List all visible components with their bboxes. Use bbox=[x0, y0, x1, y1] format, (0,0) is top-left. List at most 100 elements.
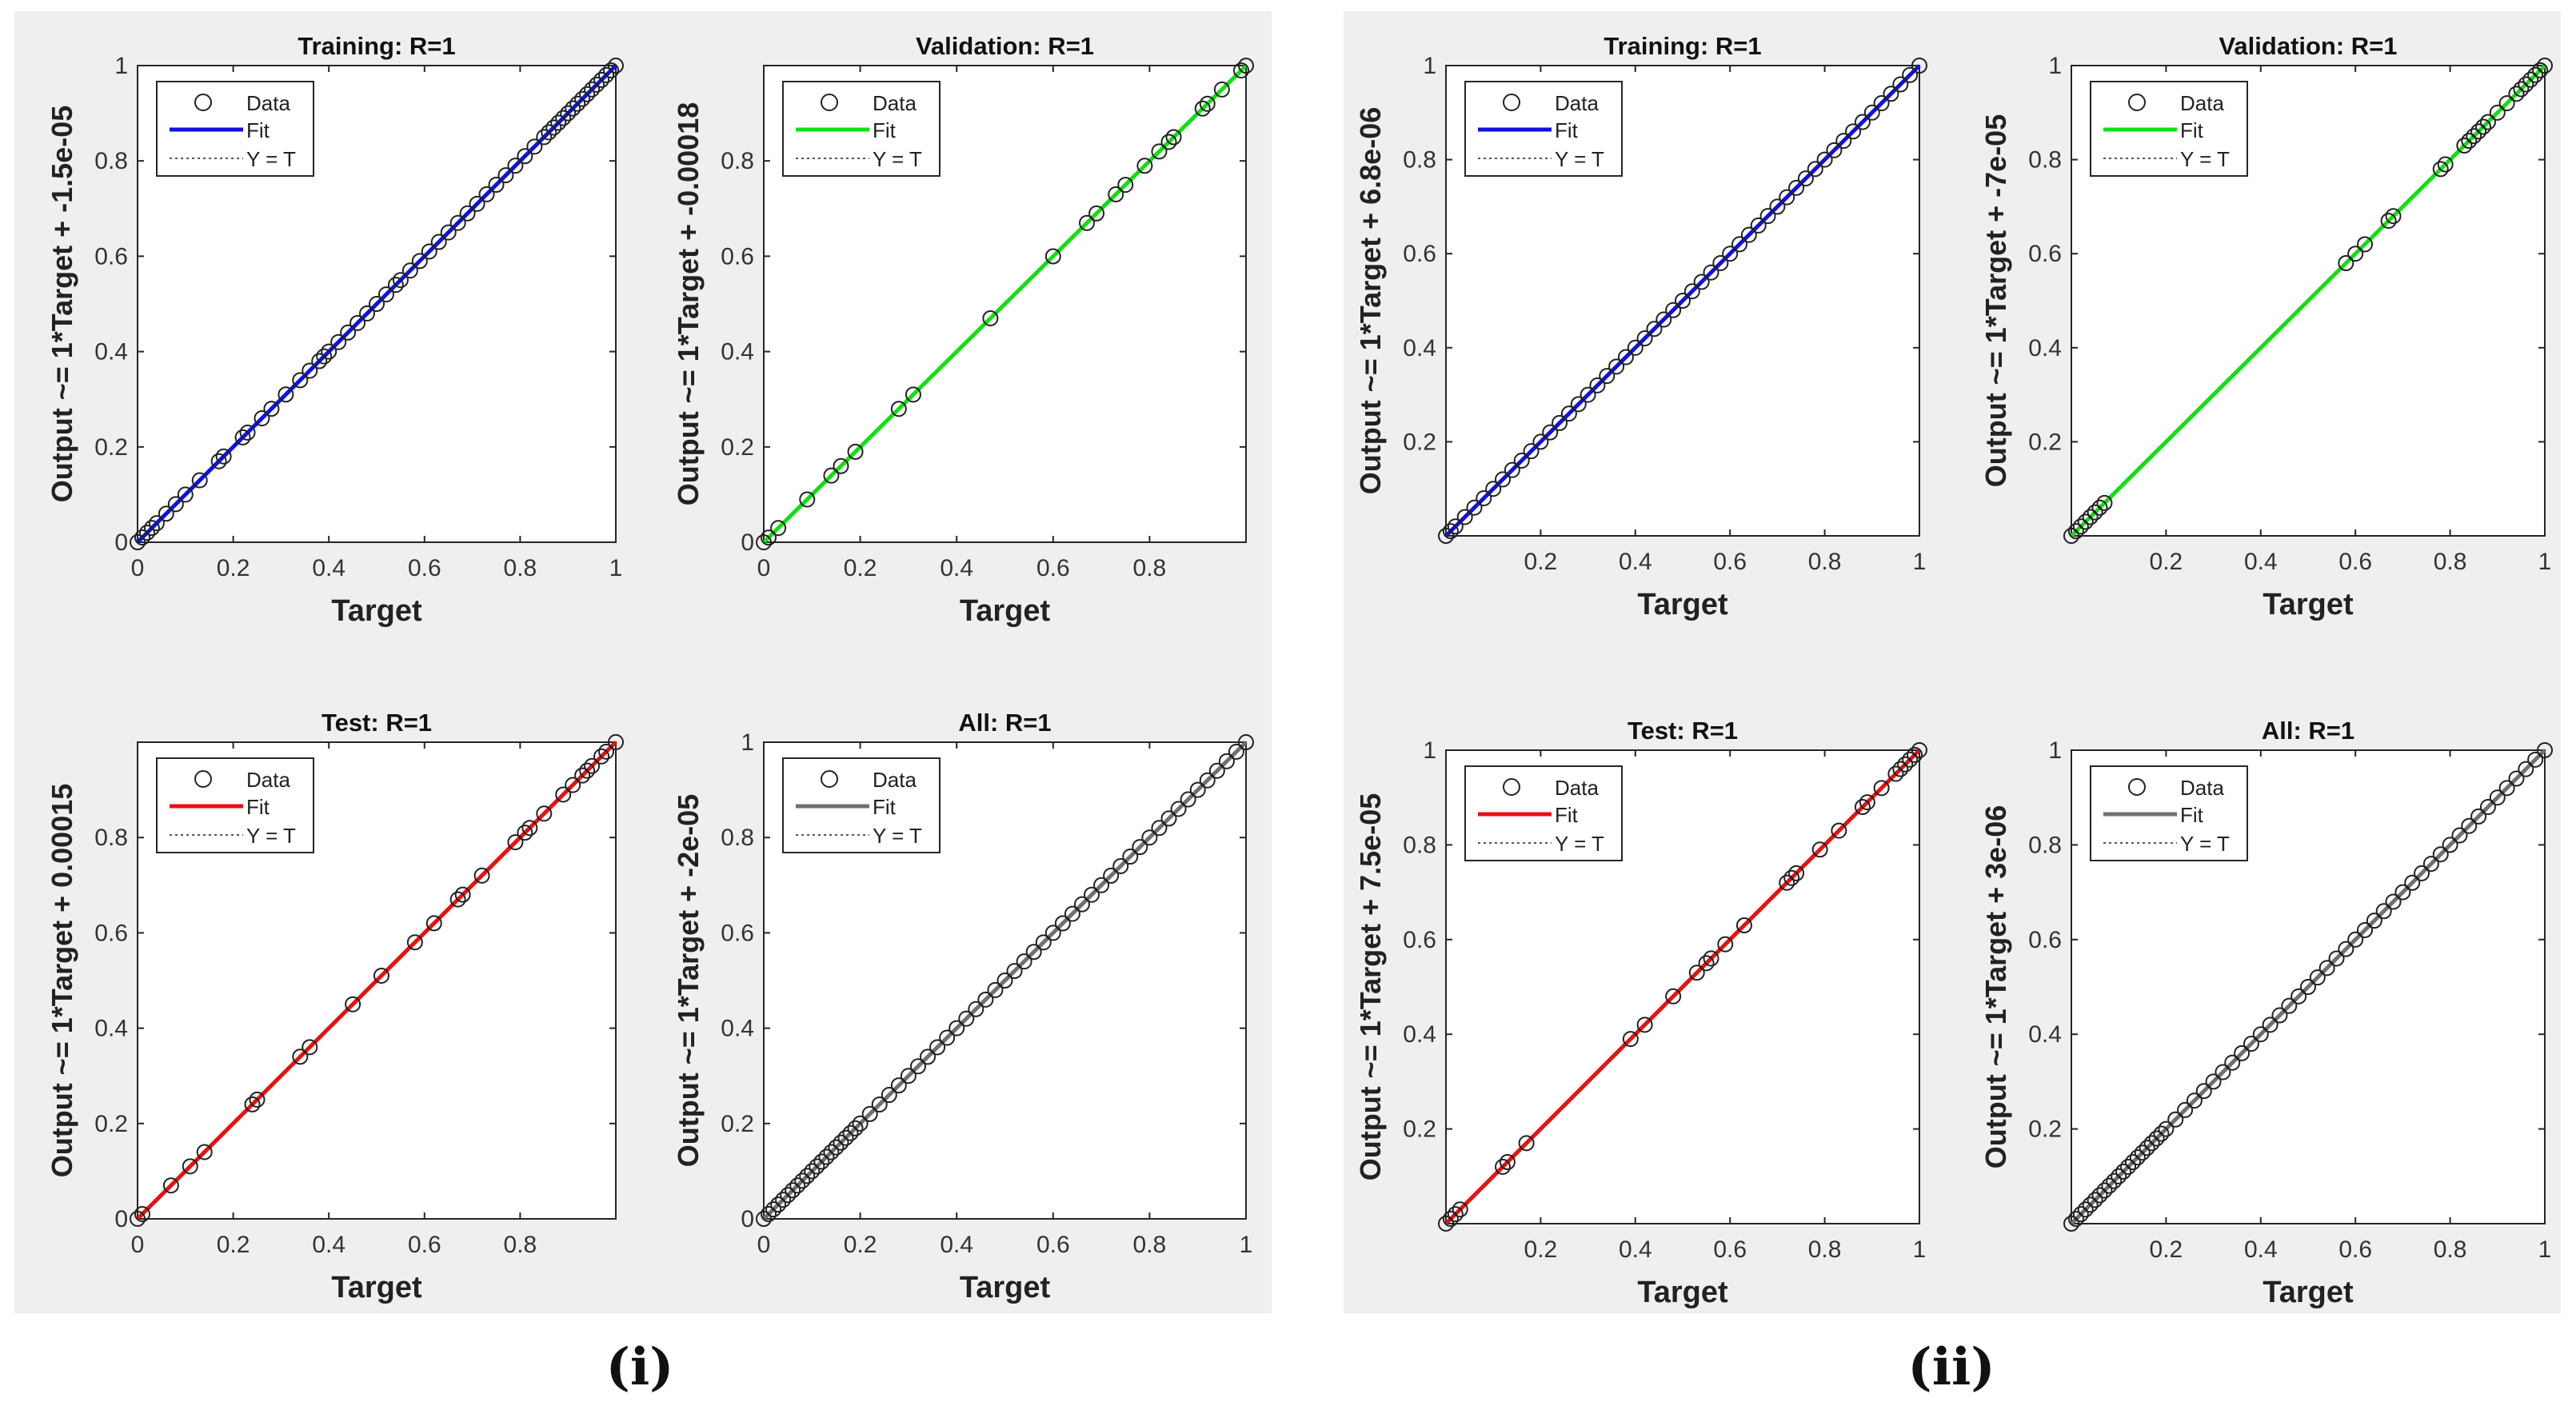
legend: Data Fit Y = T bbox=[156, 81, 314, 177]
x-tick-label: 0.6 bbox=[408, 1232, 441, 1258]
data-point bbox=[968, 1001, 984, 1017]
data-point bbox=[2347, 931, 2364, 948]
data-point bbox=[1117, 177, 1134, 194]
fit-line bbox=[762, 64, 1248, 544]
y-tick-label: 1 bbox=[741, 729, 754, 756]
data-point bbox=[881, 1087, 897, 1104]
data-point bbox=[138, 525, 155, 541]
x-axis-label: Target bbox=[331, 594, 422, 628]
y-tick-label: 0.4 bbox=[1403, 335, 1436, 361]
data-point bbox=[2498, 95, 2515, 112]
data-point bbox=[196, 1144, 213, 1160]
data-point bbox=[1518, 1135, 1535, 1152]
x-tick-label: 0.8 bbox=[1808, 1236, 1842, 1263]
data-point bbox=[584, 757, 601, 774]
data-point bbox=[2537, 58, 2553, 74]
data-point bbox=[2271, 1007, 2288, 1024]
data-point bbox=[406, 934, 423, 951]
x-axis-label: Target bbox=[2262, 588, 2354, 621]
data-point bbox=[2461, 133, 2478, 150]
legend: Data Fit Y = T bbox=[782, 81, 941, 177]
data-point bbox=[507, 158, 524, 174]
chart-title: Training: R=1 bbox=[298, 32, 455, 60]
data-point bbox=[1703, 950, 1719, 967]
data-point bbox=[579, 86, 596, 102]
data-point bbox=[2224, 1054, 2241, 1071]
data-point bbox=[134, 529, 150, 546]
data-point bbox=[555, 786, 572, 803]
x-tick-label: 1 bbox=[1913, 1236, 1927, 1263]
data-point bbox=[1194, 100, 1211, 117]
data-point bbox=[828, 1139, 845, 1156]
chart-panel-7: Test: R=1 Target Output ~= 1*Target + 7.5e… bbox=[1354, 717, 1927, 1309]
legend-yt-label: Y = T bbox=[2180, 832, 2230, 856]
data-point bbox=[1452, 1201, 1468, 1218]
fit-line bbox=[1444, 749, 1921, 1225]
data-point bbox=[373, 967, 389, 984]
data-point bbox=[130, 1210, 146, 1227]
data-point bbox=[775, 1192, 792, 1208]
legend-fit-label: Fit bbox=[1555, 803, 1579, 827]
data-point bbox=[349, 314, 366, 331]
data-point bbox=[2489, 104, 2506, 121]
y-tick-label: 0.4 bbox=[721, 1016, 754, 1042]
data-point bbox=[1160, 810, 1177, 827]
legend-data-marker bbox=[1503, 94, 1520, 111]
data-point bbox=[1054, 915, 1071, 932]
data-point bbox=[2479, 114, 2496, 130]
data-point bbox=[254, 410, 270, 427]
data-point bbox=[1141, 829, 1158, 846]
data-point bbox=[584, 81, 601, 98]
data-point bbox=[1636, 330, 1653, 347]
legend-yt-label: Y = T bbox=[1555, 147, 1604, 171]
data-point bbox=[1189, 781, 1206, 798]
data-point bbox=[1740, 226, 1757, 243]
x-tick-label: 0.4 bbox=[940, 1232, 973, 1258]
data-point bbox=[430, 234, 447, 250]
data-point bbox=[2134, 1144, 2151, 1161]
data-point bbox=[2106, 1172, 2123, 1189]
data-point bbox=[1044, 925, 1061, 941]
data-point bbox=[770, 1196, 787, 1213]
data-point bbox=[177, 486, 194, 503]
data-point bbox=[987, 981, 1004, 998]
y-tick-label: 0.6 bbox=[94, 920, 128, 946]
data-point bbox=[982, 310, 999, 326]
chart-panel-6: Validation: R=1 Target Output ~= 1*Target … bbox=[1979, 32, 2553, 621]
data-point bbox=[1504, 461, 1520, 478]
panel-label-ii: (ii) bbox=[1907, 1337, 1995, 1397]
data-point bbox=[1608, 358, 1625, 375]
data-point bbox=[1887, 765, 1904, 782]
data-point bbox=[2167, 1111, 2184, 1128]
data-point bbox=[2518, 76, 2534, 93]
data-point bbox=[2366, 913, 2382, 929]
legend-data-label: Data bbox=[873, 768, 917, 792]
legend: Data Fit Y = T bbox=[1464, 81, 1623, 177]
legend-data-marker bbox=[194, 94, 212, 111]
data-point bbox=[2527, 66, 2544, 83]
data-point bbox=[311, 353, 328, 369]
data-point bbox=[1136, 158, 1153, 174]
data-point bbox=[2489, 789, 2506, 806]
data-point bbox=[2067, 523, 2084, 540]
y-tick-label: 0.8 bbox=[721, 825, 754, 851]
data-point bbox=[780, 1187, 797, 1204]
data-point bbox=[1447, 1206, 1464, 1223]
x-tick-label: 0.6 bbox=[408, 555, 441, 581]
data-point bbox=[2300, 978, 2316, 995]
legend-data-label: Data bbox=[246, 768, 290, 792]
data-point bbox=[1218, 753, 1235, 769]
data-point bbox=[1911, 741, 1927, 758]
y-tick-label: 0.6 bbox=[721, 920, 754, 946]
data-point bbox=[1665, 988, 1682, 1005]
data-point bbox=[939, 1029, 956, 1046]
data-point bbox=[949, 1020, 965, 1037]
data-point bbox=[517, 825, 533, 841]
data-point bbox=[1466, 499, 1483, 516]
data-point bbox=[1599, 368, 1615, 385]
x-tick-label: 0.2 bbox=[2150, 549, 2183, 575]
data-point bbox=[905, 386, 921, 403]
x-tick-label: 0.4 bbox=[2244, 1236, 2278, 1263]
y-tick-label: 0.2 bbox=[2028, 429, 2062, 455]
data-point bbox=[2437, 156, 2454, 173]
